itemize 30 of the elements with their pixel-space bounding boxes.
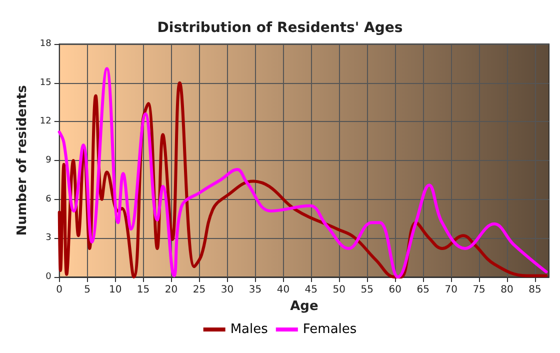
x-tick-label: 0	[56, 284, 63, 296]
y-tick-label: 15	[40, 78, 52, 88]
legend-label: Females	[302, 322, 357, 337]
y-tick-label: 9	[46, 156, 52, 166]
x-tick-label: 15	[136, 284, 150, 296]
x-axis-title: Age	[290, 298, 318, 314]
x-tick-label: 25	[192, 284, 206, 296]
x-tick-label: 85	[528, 284, 542, 296]
y-tick-label: 0	[46, 272, 52, 282]
x-tick-label: 30	[220, 284, 234, 296]
x-tick-label: 40	[276, 284, 290, 296]
x-tick-label: 80	[500, 284, 514, 296]
x-tick-label: 10	[108, 284, 122, 296]
x-tick-label: 55	[360, 284, 374, 296]
y-tick-label: 18	[40, 39, 52, 49]
x-tick-label: 50	[332, 284, 346, 296]
x-tick-label: 75	[472, 284, 486, 296]
x-tick-label: 60	[388, 284, 402, 296]
x-tick-label: 35	[248, 284, 262, 296]
y-tick-label: 6	[46, 194, 52, 204]
x-tick-label: 5	[84, 284, 91, 296]
x-tick-label: 20	[164, 284, 178, 296]
legend-label: Males	[230, 322, 268, 337]
y-tick-label: 12	[40, 116, 52, 127]
x-tick-label: 45	[304, 284, 318, 296]
y-axis-title: Number of residents	[15, 84, 30, 236]
x-tick-label: 70	[444, 284, 458, 296]
x-tick-label: 65	[416, 284, 430, 296]
chart-title: Distribution of Residents' Ages	[157, 20, 403, 36]
y-tick-label: 3	[46, 233, 52, 244]
